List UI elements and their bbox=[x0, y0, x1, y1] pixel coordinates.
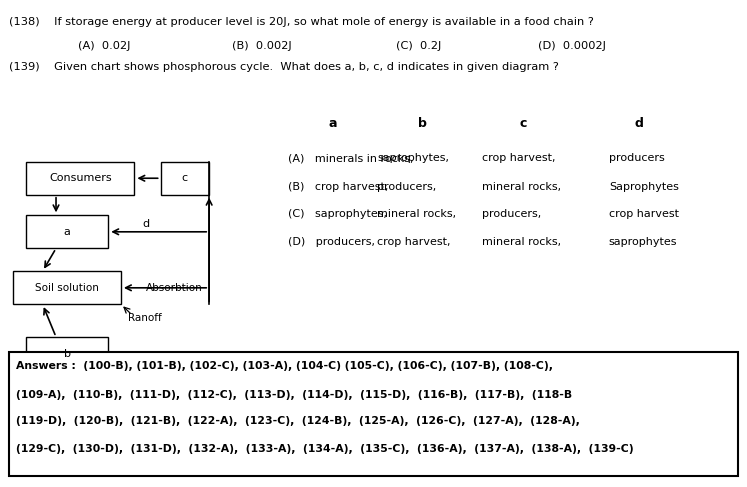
Text: c: c bbox=[519, 117, 527, 130]
Text: a: a bbox=[328, 117, 337, 130]
Text: (A)   minerals in rocks,: (A) minerals in rocks, bbox=[288, 153, 413, 164]
Text: b: b bbox=[63, 349, 71, 358]
Text: (C)   saprophytes,: (C) saprophytes, bbox=[288, 209, 387, 220]
Text: (D)   producers,: (D) producers, bbox=[288, 237, 374, 247]
Text: a: a bbox=[63, 227, 71, 237]
Text: crop harvest,: crop harvest, bbox=[377, 237, 450, 247]
Text: producers,: producers, bbox=[377, 182, 436, 192]
Bar bbox=[26, 162, 134, 195]
Text: Ranoff: Ranoff bbox=[128, 313, 162, 323]
Text: Soil solution: Soil solution bbox=[35, 283, 99, 293]
Text: producers: producers bbox=[609, 153, 665, 164]
Text: d: d bbox=[634, 117, 643, 130]
Text: producers,: producers, bbox=[482, 209, 541, 220]
Bar bbox=[13, 271, 121, 304]
Text: (B)  0.002J: (B) 0.002J bbox=[232, 41, 291, 52]
Bar bbox=[9, 352, 738, 476]
Text: saprophytes,: saprophytes, bbox=[377, 153, 449, 164]
Text: Saprophytes: Saprophytes bbox=[609, 182, 679, 192]
Bar bbox=[161, 162, 209, 195]
Text: (138)    If storage energy at producer level is 20J, so what mole of energy is a: (138) If storage energy at producer leve… bbox=[9, 17, 594, 27]
Text: Answers :  (100-B), (101-B), (102-C), (103-A), (104-C) (105-C), (106-C), (107-B): Answers : (100-B), (101-B), (102-C), (10… bbox=[16, 361, 554, 372]
Text: (D)  0.0002J: (D) 0.0002J bbox=[538, 41, 606, 52]
Text: (B)   crop harvest,: (B) crop harvest, bbox=[288, 182, 388, 192]
Text: (129-C),  (130-D),  (131-D),  (132-A),  (133-A),  (134-A),  (135-C),  (136-A),  : (129-C), (130-D), (131-D), (132-A), (133… bbox=[16, 444, 634, 454]
Text: (109-A),  (110-B),  (111-D),  (112-C),  (113-D),  (114-D),  (115-D),  (116-B),  : (109-A), (110-B), (111-D), (112-C), (113… bbox=[16, 390, 572, 400]
Text: Consumers: Consumers bbox=[49, 173, 111, 183]
Text: crop harvest,: crop harvest, bbox=[482, 153, 555, 164]
Bar bbox=[26, 337, 108, 370]
Text: d: d bbox=[142, 219, 149, 229]
Text: c: c bbox=[182, 173, 188, 183]
Text: mineral rocks,: mineral rocks, bbox=[482, 237, 561, 247]
Text: (A)  0.02J: (A) 0.02J bbox=[78, 41, 131, 52]
Text: mineral rocks,: mineral rocks, bbox=[482, 182, 561, 192]
Text: mineral rocks,: mineral rocks, bbox=[377, 209, 456, 220]
Text: (C)  0.2J: (C) 0.2J bbox=[396, 41, 441, 52]
Text: (139)    Given chart shows phosphorous cycle.  What does a, b, c, d indicates in: (139) Given chart shows phosphorous cycl… bbox=[9, 62, 559, 73]
Text: saprophytes: saprophytes bbox=[609, 237, 678, 247]
Text: crop harvest: crop harvest bbox=[609, 209, 679, 220]
Bar bbox=[26, 215, 108, 248]
Text: b: b bbox=[418, 117, 427, 130]
Text: Absorbtion: Absorbtion bbox=[146, 283, 202, 293]
Text: (119-D),  (120-B),  (121-B),  (122-A),  (123-C),  (124-B),  (125-A),  (126-C),  : (119-D), (120-B), (121-B), (122-A), (123… bbox=[16, 416, 580, 427]
